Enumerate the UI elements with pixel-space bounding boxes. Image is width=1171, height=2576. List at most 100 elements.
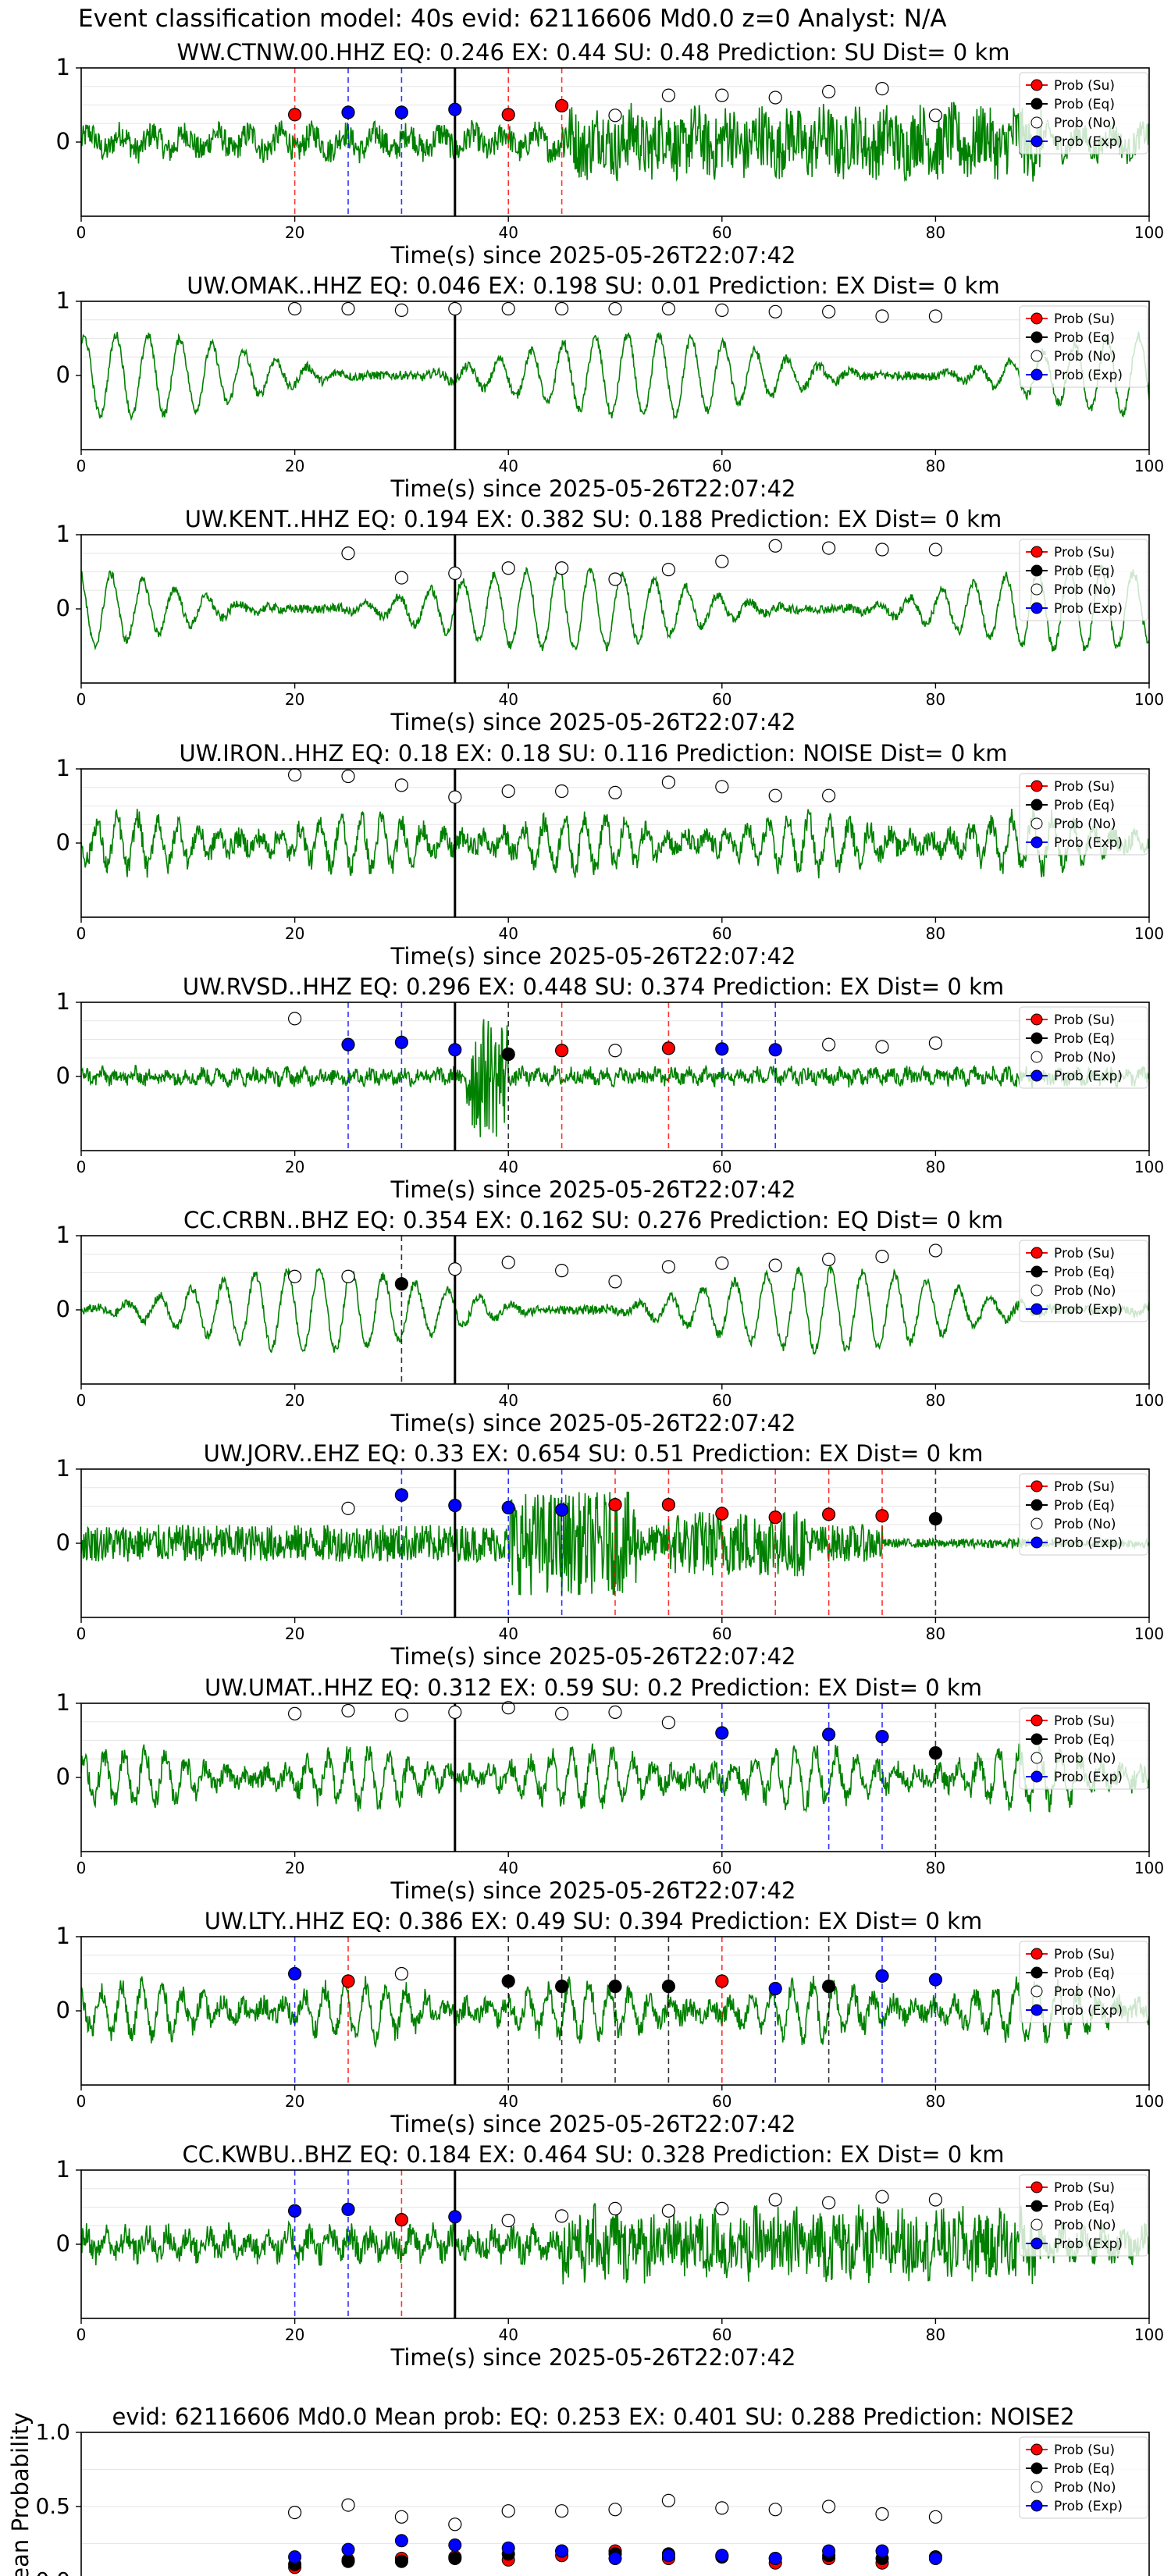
prob-point-no	[821, 1037, 836, 1051]
x-tick-label: 80	[926, 223, 945, 242]
legend-label-exp: Prob (Exp)	[1054, 2236, 1123, 2252]
y-tick-label: 0	[56, 829, 70, 856]
mean-point-eq	[394, 2554, 408, 2568]
prob-point-no	[608, 301, 622, 316]
y-tick-label: 1.0	[35, 2419, 70, 2445]
y-tick-label: 0	[56, 1296, 70, 1322]
legend-box	[1019, 2436, 1148, 2519]
y-tick-label: 1	[56, 287, 70, 314]
prob-point-no	[341, 546, 355, 560]
x-axis-label: Time(s) since 2025-05-26T22:07:42	[390, 1176, 796, 1203]
prob-point-no	[768, 304, 782, 318]
prob-point-su	[554, 98, 569, 113]
mean-point-no	[928, 2510, 943, 2524]
prob-point-exp	[501, 1500, 515, 1515]
mean-point-exp	[341, 2542, 355, 2556]
mean-point-no	[875, 2507, 889, 2521]
legend-label-eq: Prob (Eq)	[1054, 330, 1115, 346]
legend-label-eq: Prob (Eq)	[1054, 1031, 1115, 1047]
legend-swatch-su	[1030, 780, 1043, 792]
prob-point-su	[768, 1510, 782, 1525]
prob-point-no	[288, 1269, 302, 1283]
x-tick-label: 80	[926, 1859, 945, 1877]
waveform-trace	[81, 808, 1149, 879]
x-tick-label: 40	[498, 690, 518, 709]
legend-box	[1019, 1941, 1148, 2023]
prob-point-exp	[394, 1035, 409, 1049]
prob-point-no	[501, 1701, 515, 1715]
x-tick-label: 60	[712, 223, 731, 242]
legend-swatch-exp	[1030, 2004, 1043, 2016]
x-tick-label: 40	[498, 223, 518, 242]
prob-point-eq	[821, 1980, 836, 1994]
prob-point-no	[394, 571, 409, 585]
prob-point-su	[661, 1497, 676, 1512]
legend-swatch-exp	[1030, 1770, 1043, 1783]
legend-swatch-su	[1030, 1247, 1043, 1259]
x-tick-label: 100	[1134, 1158, 1164, 1176]
x-tick-label: 60	[712, 690, 731, 709]
chart-panel-10: CC.KWBU..BHZ EQ: 0.184 EX: 0.464 SU: 0.3…	[56, 2141, 1165, 2371]
x-axis-label: Time(s) since 2025-05-26T22:07:42	[390, 2111, 796, 2137]
mean-point-no	[768, 2503, 782, 2517]
x-tick-label: 40	[498, 924, 518, 943]
prob-point-exp	[448, 1043, 462, 1057]
legend-swatch-exp	[1030, 1069, 1043, 1082]
x-tick-label: 40	[498, 2325, 518, 2344]
prob-point-eq	[928, 1746, 943, 1760]
panel-title: UW.IRON..HHZ EQ: 0.18 EX: 0.18 SU: 0.116…	[179, 740, 1007, 767]
y-tick-label: 0	[56, 1529, 70, 1556]
panel-title: UW.LTY..HHZ EQ: 0.386 EX: 0.49 SU: 0.394…	[205, 1908, 982, 1934]
prob-point-no	[715, 554, 729, 568]
prob-point-exp	[875, 1969, 889, 1983]
prob-point-no	[341, 1269, 355, 1283]
legend-swatch-su	[1030, 546, 1043, 558]
x-tick-label: 60	[712, 2325, 731, 2344]
legend-label-exp: Prob (Exp)	[1054, 2003, 1123, 2019]
chart-panel-7: UW.JORV..EHZ EQ: 0.33 EX: 0.654 SU: 0.51…	[56, 1440, 1165, 1670]
legend-box	[1019, 1240, 1148, 1322]
prob-point-exp	[341, 1037, 355, 1051]
prob-point-su	[715, 1974, 729, 1988]
x-tick-label: 0	[77, 2092, 87, 2111]
legend-box	[1019, 1006, 1148, 1089]
panel-title: CC.CRBN..BHZ EQ: 0.354 EX: 0.162 SU: 0.2…	[183, 1207, 1003, 1233]
x-tick-label: 100	[1134, 1391, 1164, 1410]
y-tick-label: 1	[56, 1222, 70, 1248]
prob-point-no	[394, 303, 409, 317]
prob-point-no	[821, 788, 836, 802]
prob-point-no	[608, 785, 622, 800]
prob-point-su	[288, 108, 302, 122]
prob-point-eq	[501, 1047, 515, 1062]
x-tick-label: 100	[1134, 223, 1164, 242]
legend-label-eq: Prob (Eq)	[1054, 1265, 1115, 1280]
prob-point-exp	[394, 105, 409, 119]
prob-point-exp	[554, 1503, 569, 1517]
prob-point-su	[661, 1041, 676, 1055]
legend-swatch-eq	[1030, 564, 1043, 577]
legend-label-su: Prob (Su)	[1054, 1713, 1115, 1729]
prob-point-no	[875, 2190, 889, 2204]
prob-point-eq	[394, 1277, 409, 1291]
prob-point-su	[394, 2213, 409, 2227]
legend-swatch-no	[1030, 1517, 1043, 1530]
legend-label-no: Prob (No)	[1054, 817, 1116, 832]
prob-point-no	[768, 91, 782, 105]
chart-panel-2: UW.OMAK..HHZ EQ: 0.046 EX: 0.198 SU: 0.0…	[56, 272, 1165, 502]
x-axis-label: Time(s) since 2025-05-26T22:07:42	[390, 1643, 796, 1670]
prob-point-su	[554, 1044, 569, 1058]
mean-point-eq	[341, 2554, 355, 2568]
legend-label-eq: Prob (Eq)	[1054, 97, 1115, 112]
prob-point-no	[875, 543, 889, 557]
prob-point-exp	[821, 1727, 836, 1742]
waveform-trace	[81, 1019, 1149, 1137]
legend-label-no: Prob (No)	[1054, 116, 1116, 131]
prob-point-no	[501, 301, 515, 316]
prob-point-no	[554, 1706, 569, 1720]
x-tick-label: 100	[1134, 2325, 1164, 2344]
legend-swatch-exp	[1030, 368, 1043, 381]
y-tick-label: 1	[56, 2156, 70, 2183]
legend-label-no: Prob (No)	[1054, 1050, 1116, 1066]
figure-title: Event classification model: 40s evid: 62…	[78, 5, 947, 33]
y-tick-label: 0.0	[35, 2567, 70, 2576]
